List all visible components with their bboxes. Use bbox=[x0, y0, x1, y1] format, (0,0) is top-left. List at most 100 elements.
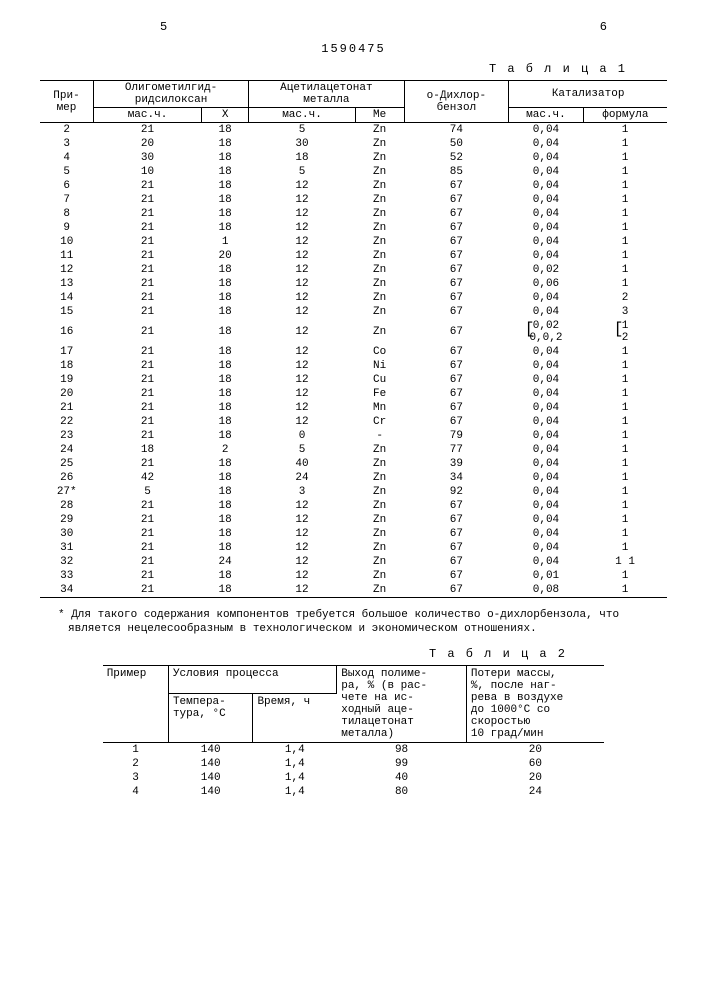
table-cell: 12 bbox=[249, 583, 356, 598]
table-cell: 21 bbox=[93, 123, 201, 138]
table-cell: 24 bbox=[466, 785, 604, 799]
table-cell: Zn bbox=[355, 443, 404, 457]
table-cell: 60 bbox=[466, 757, 604, 771]
table-cell: 50 bbox=[404, 137, 509, 151]
table-row: 18211812Ni670,041 bbox=[40, 359, 667, 373]
table-cell: 0,04 bbox=[509, 151, 583, 165]
table-cell: Zn bbox=[355, 499, 404, 513]
table-cell: Co bbox=[355, 345, 404, 359]
table-cell: Zn bbox=[355, 541, 404, 555]
table-cell: 67 bbox=[404, 207, 509, 221]
table-cell: 18 bbox=[202, 527, 249, 541]
t1-h-acetyl: Ацетилацетонат металла bbox=[249, 81, 404, 108]
table-cell: 1 bbox=[583, 151, 667, 165]
table-cell: 21 bbox=[93, 193, 201, 207]
table-cell: 5 bbox=[249, 165, 356, 179]
table-cell: Mn bbox=[355, 401, 404, 415]
table-cell: 18 bbox=[202, 151, 249, 165]
table-cell: Zn bbox=[355, 471, 404, 485]
table-cell: Zn bbox=[355, 179, 404, 193]
table-cell: 92 bbox=[404, 485, 509, 499]
table-cell: 0,04 bbox=[509, 401, 583, 415]
table-cell: 18 bbox=[202, 499, 249, 513]
table-cell: 140 bbox=[168, 785, 252, 799]
table-cell: 67 bbox=[404, 555, 509, 569]
table-cell: 12 bbox=[249, 569, 356, 583]
table-cell: 18 bbox=[202, 221, 249, 235]
table-cell: 99 bbox=[337, 757, 467, 771]
table-row: 7211812Zn670,041 bbox=[40, 193, 667, 207]
table-cell: 0,04 bbox=[509, 137, 583, 151]
table-cell: 22 bbox=[40, 415, 93, 429]
table-cell: 16 bbox=[40, 319, 93, 345]
table-cell: 52 bbox=[404, 151, 509, 165]
table-1: При- мер Олигометилгид- ридсилоксан Ацет… bbox=[40, 80, 667, 598]
table-cell: 1 bbox=[583, 359, 667, 373]
table-cell: 140 bbox=[168, 771, 252, 785]
table-cell: 12 bbox=[249, 263, 356, 277]
footnote: * Для такого содержания компонентов треб… bbox=[40, 604, 667, 643]
table-cell: 67 bbox=[404, 193, 509, 207]
table-cell: 12 bbox=[249, 291, 356, 305]
table-row: 2321180-790,041 bbox=[40, 429, 667, 443]
table-cell: 12 bbox=[249, 555, 356, 569]
table-row: 241825Zn770,041 bbox=[40, 443, 667, 457]
table-cell: 3 bbox=[249, 485, 356, 499]
table-cell: 67 bbox=[404, 583, 509, 598]
t1-h-masc2: мас.ч. bbox=[249, 108, 356, 123]
table-cell: 34 bbox=[404, 471, 509, 485]
table-cell: 67 bbox=[404, 415, 509, 429]
table-cell: Zn bbox=[355, 235, 404, 249]
table-cell: 5 bbox=[40, 165, 93, 179]
table-cell: 18 bbox=[202, 583, 249, 598]
table-row: 14211812Zn670,042 bbox=[40, 291, 667, 305]
table-cell: 18 bbox=[202, 457, 249, 471]
table-cell: 21 bbox=[93, 555, 201, 569]
table-cell: 0,04 bbox=[509, 415, 583, 429]
page-num-right: 6 bbox=[600, 20, 607, 34]
table-cell: 0,01 bbox=[509, 569, 583, 583]
table-row: 27*5183Zn920,041 bbox=[40, 485, 667, 499]
table-cell: 0,04 bbox=[509, 249, 583, 263]
table-row: 6211812Zn670,041 bbox=[40, 179, 667, 193]
table-cell: 1 bbox=[583, 235, 667, 249]
table-cell: 0,04 bbox=[509, 221, 583, 235]
table-cell: Zn bbox=[355, 137, 404, 151]
table-row: 11401,49820 bbox=[103, 742, 605, 757]
table-cell: 12 bbox=[249, 499, 356, 513]
table-row: 20211812Fe670,041 bbox=[40, 387, 667, 401]
table-cell: 67 bbox=[404, 387, 509, 401]
table-cell: 12 bbox=[249, 193, 356, 207]
table-cell: 67 bbox=[404, 569, 509, 583]
table-cell: 1 bbox=[583, 345, 667, 359]
table-cell: 12 bbox=[249, 235, 356, 249]
t2-h-yield: Выход полиме- ра, % (в рас- чете на ис- … bbox=[337, 665, 467, 742]
table-cell: 12 bbox=[249, 221, 356, 235]
table-cell: 21 bbox=[93, 541, 201, 555]
table-cell: 18 bbox=[202, 569, 249, 583]
table-cell: 1 bbox=[583, 569, 667, 583]
table-row: 31401,44020 bbox=[103, 771, 605, 785]
table-cell: 3 bbox=[103, 771, 169, 785]
table-cell: 1 bbox=[583, 165, 667, 179]
table-cell: 1 bbox=[583, 457, 667, 471]
table-cell: 0,08 bbox=[509, 583, 583, 598]
table-cell: 30 bbox=[93, 151, 201, 165]
table-cell: 5 bbox=[93, 485, 201, 499]
table-cell: Zn bbox=[355, 319, 404, 345]
table-cell: Zn bbox=[355, 207, 404, 221]
table-row: 3201830Zn500,041 bbox=[40, 137, 667, 151]
table-row: 22211812Cr670,041 bbox=[40, 415, 667, 429]
table-cell: 1,4 bbox=[253, 757, 337, 771]
table-cell: Ni bbox=[355, 359, 404, 373]
table-cell: 21 bbox=[93, 249, 201, 263]
table-cell: 0,04 bbox=[509, 373, 583, 387]
table-cell: 1 bbox=[583, 583, 667, 598]
table-cell: 21 bbox=[93, 457, 201, 471]
table-cell: 1 bbox=[583, 249, 667, 263]
table-cell: 18 bbox=[202, 193, 249, 207]
table-cell: 1 bbox=[583, 541, 667, 555]
table-cell: 0,04 bbox=[509, 359, 583, 373]
table-cell: 12 bbox=[249, 527, 356, 541]
table-cell: Zn bbox=[355, 277, 404, 291]
